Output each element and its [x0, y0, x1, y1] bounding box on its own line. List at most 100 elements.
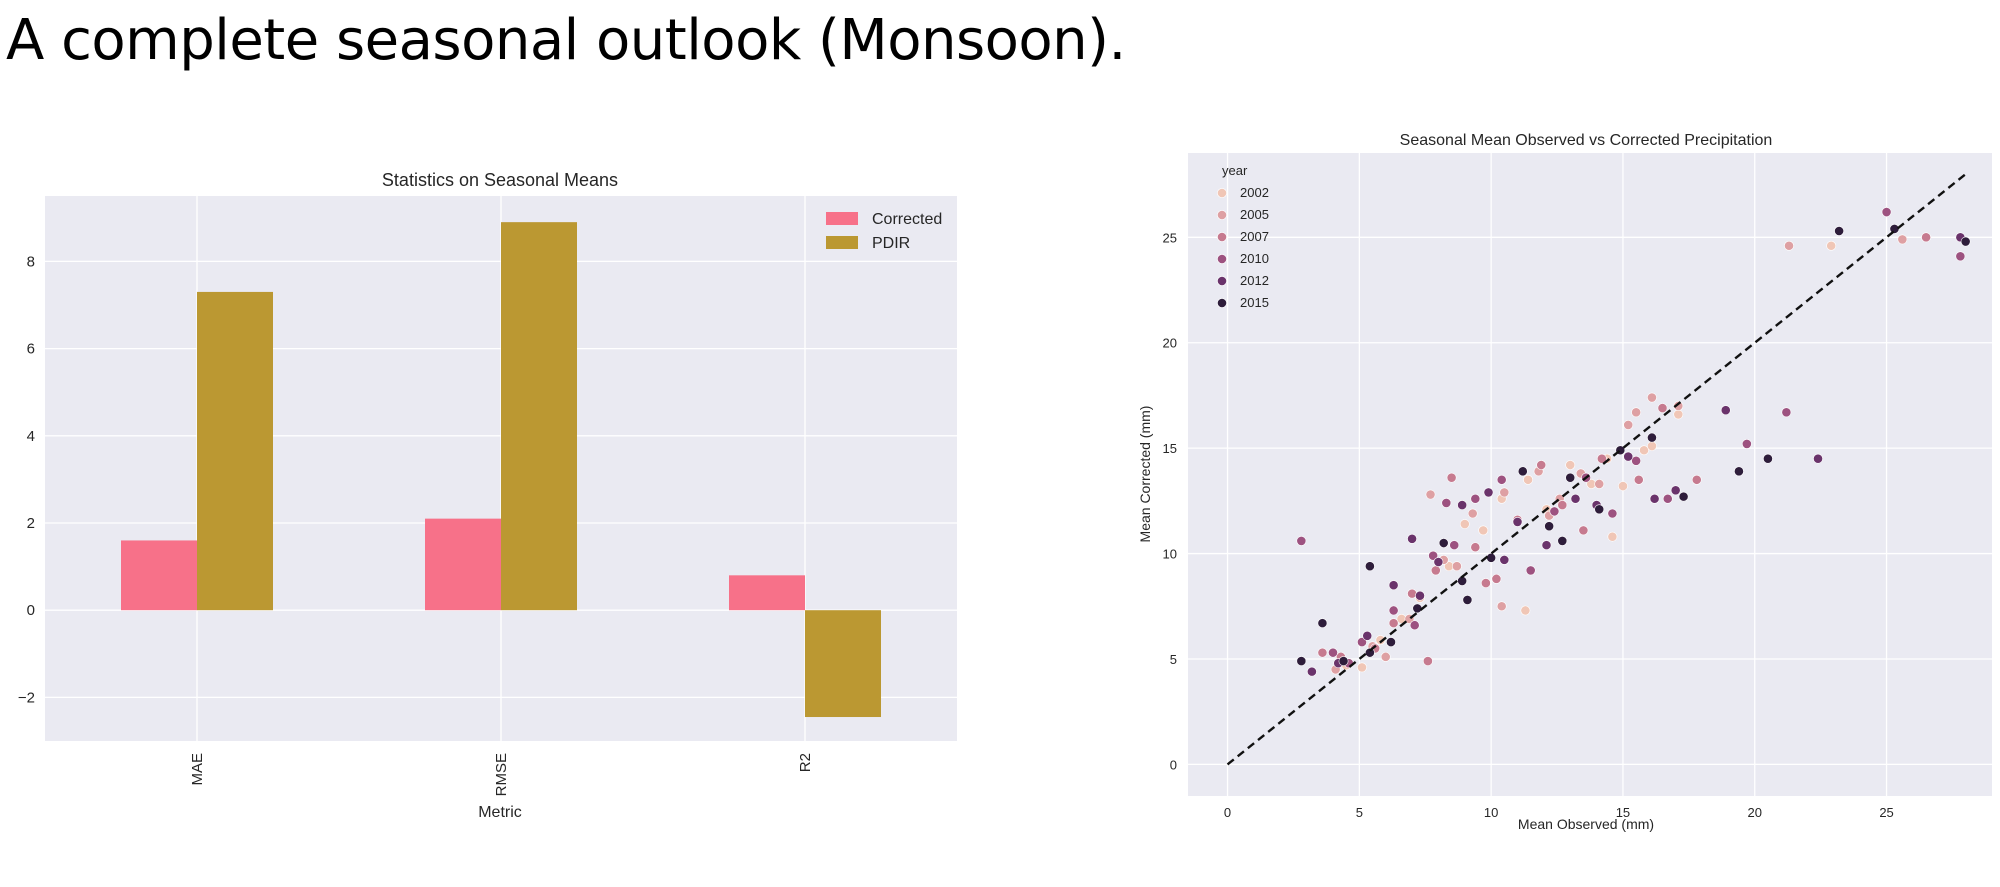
scatter-point-2012 — [1457, 500, 1468, 510]
scatter-point-2005 — [1631, 407, 1642, 418]
scatter-legend-label: 2002 — [1240, 185, 1269, 200]
scatter-point-2010 — [1631, 455, 1642, 466]
scatter-point-2010 — [1607, 508, 1618, 519]
slide-title: A complete seasonal outlook (Monsoon). — [6, 8, 1126, 73]
bar-legend-swatch — [826, 212, 858, 225]
scatter-y-tick-label: 5 — [1170, 652, 1177, 667]
scatter-point-2015 — [1544, 521, 1555, 532]
bar-legend: Corrected PDIR — [826, 211, 942, 252]
scatter-point-2007 — [1480, 578, 1491, 588]
scatter-point-2005 — [1784, 240, 1794, 251]
scatter-point-2015 — [1557, 536, 1568, 546]
scatter-legend-marker — [1217, 232, 1227, 242]
scatter-point-2015 — [1457, 576, 1468, 586]
scatter-point-2007 — [1657, 403, 1668, 413]
scatter-point-2007 — [1430, 565, 1441, 576]
scatter-point-2012 — [1720, 405, 1731, 416]
scatter-legend-marker — [1217, 254, 1227, 264]
scatter-legend-label: 2007 — [1240, 229, 1269, 244]
scatter-point-2002 — [1520, 605, 1531, 616]
scatter-point-2015 — [1338, 656, 1349, 666]
scatter-point-2010 — [1343, 658, 1354, 669]
scatter-point-2007 — [1446, 472, 1457, 483]
scatter-point-2007 — [1596, 453, 1607, 464]
scatter-point-2005 — [1496, 601, 1507, 612]
scatter-point-2002 — [1341, 660, 1352, 671]
bar-chart-title: Statistics on Seasonal Means — [382, 170, 618, 190]
scatter-point-2010 — [1781, 407, 1792, 418]
scatter-y-tick-labels: 0 5 10 15 20 25 — [1163, 230, 1177, 772]
scatter-point-2002 — [1375, 635, 1386, 645]
bar-x-tick-labels: MAE RMSE R2 — [189, 753, 814, 796]
scatter-point-2007 — [1633, 474, 1644, 485]
scatter-point-2012 — [1623, 451, 1634, 462]
scatter-legend-label: 2005 — [1240, 207, 1269, 222]
scatter-point-2012 — [1407, 533, 1417, 544]
scatter-point-2005 — [1467, 508, 1478, 519]
scatter-point-2005 — [1575, 468, 1586, 479]
scatter-point-2012 — [1483, 487, 1494, 498]
scatter-point-2010 — [1525, 565, 1536, 576]
scatter-point-2015 — [1296, 656, 1307, 666]
scatter-point-2002 — [1541, 504, 1552, 515]
scatter-point-2005 — [1897, 234, 1908, 245]
scatter-legend-label: 2015 — [1240, 295, 1269, 310]
scatter-y-tick-label: 20 — [1163, 336, 1177, 351]
scatter-y-tick-label: 25 — [1163, 230, 1177, 245]
scatter-point-2012 — [1541, 540, 1552, 551]
scatter-y-tick-label: 15 — [1163, 441, 1177, 456]
scatter-chart-title: Seasonal Mean Observed vs Corrected Prec… — [1400, 132, 1773, 149]
scatter-point-2002 — [1673, 409, 1684, 420]
scatter-x-tick-label: 15 — [1616, 805, 1630, 820]
scatter-point-2012 — [1813, 453, 1823, 464]
scatter-point-2005 — [1330, 664, 1341, 675]
scatter-point-2010 — [1357, 637, 1367, 648]
scatter-point-2005 — [1594, 479, 1605, 489]
scatter-point-2007 — [1335, 651, 1346, 662]
scatter-point-2002 — [1496, 493, 1507, 504]
scatter-point-2002 — [1565, 460, 1576, 470]
scatter-legend-title: year — [1222, 163, 1248, 178]
scatter-diagonal-line — [1226, 173, 1967, 766]
scatter-point-2010 — [1449, 540, 1460, 551]
scatter-point-2002 — [1586, 479, 1597, 489]
bar-marks — [121, 222, 881, 718]
scatter-x-tick-label: 20 — [1748, 805, 1762, 820]
bar-chart: Statistics on Seasonal Means −2 0 2 4 6 8 MAE… — [18, 170, 957, 821]
scatter-point-2002 — [1618, 481, 1628, 491]
scatter-point-2012 — [1306, 666, 1317, 677]
scatter-point-2002 — [1602, 453, 1613, 464]
bar-y-tick-label: 4 — [27, 428, 35, 445]
scatter-point-2015 — [1438, 538, 1449, 548]
scatter-point-2002 — [1826, 240, 1837, 251]
scatter-point-2005 — [1533, 466, 1544, 477]
scatter-point-2005 — [1499, 487, 1510, 498]
scatter-point-2010 — [1881, 207, 1892, 217]
scatter-point-2005 — [1673, 401, 1684, 411]
scatter-point-2010 — [1741, 439, 1752, 449]
scatter-legend-marker — [1217, 276, 1227, 286]
scatter-x-tick-labels: 0 5 10 15 20 25 — [1224, 805, 1894, 820]
scatter-point-2007 — [1691, 474, 1702, 485]
scatter-point-2002 — [1523, 474, 1533, 485]
scatter-point-2010 — [1441, 498, 1452, 508]
scatter-point-2012 — [1591, 500, 1602, 510]
scatter-point-2015 — [1412, 603, 1423, 614]
scatter-point-2012 — [1388, 580, 1399, 591]
scatter-point-2015 — [1364, 647, 1375, 658]
scatter-points — [1296, 207, 1971, 677]
scatter-point-2010 — [1409, 620, 1420, 631]
scatter-point-2010 — [1662, 493, 1673, 504]
scatter-point-2012 — [1649, 493, 1660, 504]
bar-y-tick-label: 2 — [27, 515, 35, 532]
scatter-point-2010 — [1581, 472, 1591, 483]
scatter-point-2015 — [1678, 491, 1689, 502]
scatter-y-tick-label: 0 — [1170, 757, 1177, 772]
scatter-x-tick-label: 25 — [1879, 805, 1893, 820]
scatter-point-2015 — [1594, 504, 1605, 515]
scatter-x-tick-label: 0 — [1224, 805, 1231, 820]
bar-corrected-r2 — [729, 575, 805, 611]
bar-y-tick-label: 8 — [27, 253, 35, 270]
scatter-point-2002 — [1415, 592, 1425, 603]
scatter-point-2005 — [1404, 614, 1415, 624]
